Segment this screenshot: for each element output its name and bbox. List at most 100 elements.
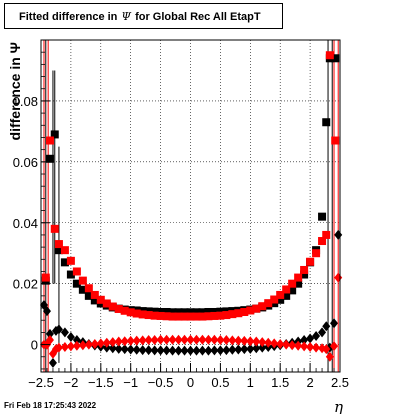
data-point-diamond [258, 337, 267, 348]
data-point-diamond [210, 334, 219, 345]
data-point-square [222, 311, 231, 320]
data-point-diamond [156, 345, 165, 356]
data-point-diamond [174, 345, 183, 356]
data-point-square [318, 237, 327, 246]
data-point-square [45, 136, 54, 145]
data-point-square [186, 312, 195, 321]
data-point-diamond [186, 334, 195, 345]
data-point-diamond [322, 344, 331, 355]
data-point-diamond [126, 344, 135, 355]
data-point-square [162, 312, 171, 321]
data-point-square [66, 256, 75, 265]
data-point-square [168, 312, 177, 321]
data-point-square [114, 304, 123, 313]
data-point-square [54, 240, 63, 249]
y-tick-label: 0.02 [13, 277, 38, 292]
data-point-square [50, 224, 59, 233]
data-point-diamond [180, 345, 189, 356]
data-point-square [162, 307, 171, 316]
x-tick-label: −1.5 [88, 375, 114, 390]
data-point-square [325, 51, 334, 60]
data-point-square [258, 302, 267, 311]
data-point-diamond [322, 321, 331, 332]
data-point-square [120, 306, 129, 315]
data-point-square [234, 309, 243, 318]
data-point-diamond [108, 343, 117, 354]
x-axis-title: η [334, 398, 343, 414]
data-point-square [322, 230, 331, 239]
x-tick-label: −0.5 [148, 375, 174, 390]
data-point-diamond [318, 327, 327, 338]
data-point-diamond [60, 342, 69, 353]
data-point-diamond [60, 327, 69, 338]
data-point-diamond [66, 341, 75, 352]
data-point-square [84, 291, 93, 300]
data-point-diamond [222, 345, 231, 356]
data-point-diamond [264, 337, 273, 348]
data-point-square [54, 246, 63, 255]
x-tick-label: 0.5 [211, 375, 229, 390]
data-point-square [168, 308, 177, 317]
data-point-square [246, 306, 255, 315]
data-point-square [180, 308, 189, 317]
data-point-diamond [192, 345, 201, 356]
data-point-diamond [306, 342, 315, 353]
data-point-square [204, 307, 213, 316]
data-point-diamond [240, 344, 249, 355]
data-point-diamond [168, 345, 177, 356]
data-point-diamond [282, 339, 291, 350]
data-point-diamond [192, 334, 201, 345]
data-point-diamond [300, 341, 309, 352]
data-point-diamond [330, 341, 339, 352]
x-tick-label: −1 [123, 375, 138, 390]
data-point-diamond [72, 335, 81, 346]
data-point-square [72, 279, 81, 288]
data-point-diamond [258, 342, 267, 353]
data-point-square [331, 54, 340, 63]
data-point-square [144, 311, 153, 320]
data-point-square [318, 212, 327, 221]
data-point-square [198, 312, 207, 321]
data-point-square [60, 258, 69, 267]
data-point-diamond [228, 344, 237, 355]
data-point-diamond [198, 334, 207, 345]
data-point-diamond [120, 336, 129, 347]
data-point-diamond [228, 335, 237, 346]
data-point-square [60, 246, 69, 255]
data-point-square [78, 285, 87, 294]
data-point-diamond [90, 338, 99, 349]
data-point-square [270, 295, 279, 304]
x-tick-label: 2 [306, 375, 313, 390]
x-tick-label: 1.5 [271, 375, 289, 390]
data-point-square [96, 295, 105, 304]
data-point-square [300, 265, 309, 274]
data-point-diamond [168, 334, 177, 345]
x-tick-label: 2.5 [331, 375, 349, 390]
data-point-square [276, 290, 285, 299]
data-point-diamond [48, 357, 57, 368]
data-point-square [174, 312, 183, 321]
x-tick-label: 1 [247, 375, 254, 390]
data-point-diamond [234, 335, 243, 346]
data-point-diamond [78, 340, 87, 351]
data-point-diamond [114, 343, 123, 354]
data-point-diamond [132, 344, 141, 355]
data-point-square [78, 276, 87, 285]
data-point-diamond [216, 335, 225, 346]
data-point-square [294, 279, 303, 288]
data-point-square [264, 299, 273, 308]
data-point-square [102, 299, 111, 308]
data-point-square [66, 270, 75, 279]
data-point-square [45, 154, 54, 163]
data-point-diamond [198, 345, 207, 356]
data-point-diamond [276, 338, 285, 349]
x-tick-label: −2 [63, 375, 78, 390]
data-point-diamond [330, 318, 339, 329]
data-point-diamond [72, 340, 81, 351]
data-point-square [192, 308, 201, 317]
data-point-square [288, 286, 297, 295]
data-point-diamond [252, 336, 261, 347]
data-point-diamond [216, 345, 225, 356]
data-point-square [198, 308, 207, 317]
axis-ticks [40, 39, 341, 372]
